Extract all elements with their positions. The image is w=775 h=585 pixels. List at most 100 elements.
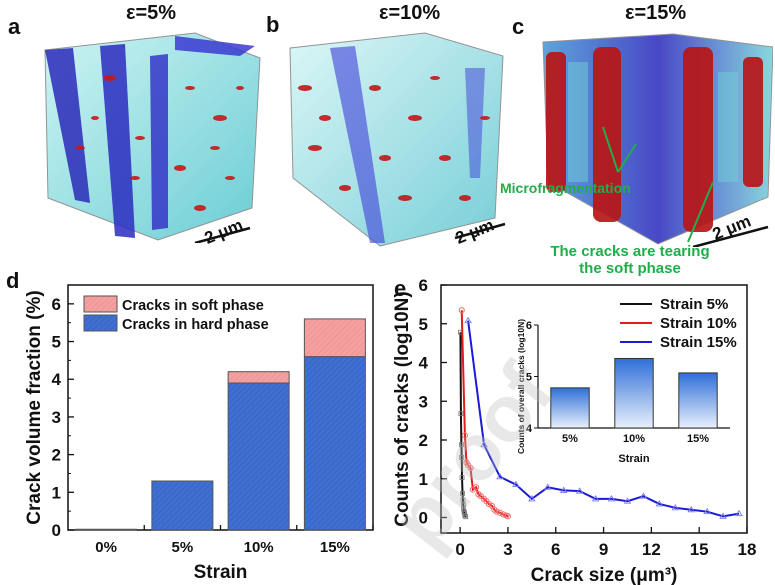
y-tick-label: 5 bbox=[419, 315, 428, 334]
data-point bbox=[461, 506, 467, 512]
panel-c-3d-render bbox=[542, 33, 773, 247]
data-point bbox=[591, 495, 600, 502]
y-tick-label: 0 bbox=[52, 521, 61, 540]
data-point bbox=[543, 483, 552, 490]
annotation-line-2: the soft phase bbox=[579, 260, 681, 277]
y-tick-label: 1 bbox=[419, 470, 428, 489]
series-line-strain-15- bbox=[467, 320, 740, 518]
data-point bbox=[458, 411, 464, 417]
data-point bbox=[459, 442, 464, 448]
inset-bar bbox=[678, 372, 718, 429]
data-point bbox=[671, 503, 680, 511]
data-point bbox=[496, 472, 504, 480]
data-point bbox=[460, 491, 465, 496]
data-point bbox=[575, 487, 584, 494]
y-tick-label: 5 bbox=[52, 333, 61, 352]
data-point bbox=[639, 492, 648, 499]
y-tick-label: 4 bbox=[52, 370, 62, 389]
legend-swatch bbox=[83, 295, 118, 313]
data-point bbox=[504, 513, 512, 520]
x-tick-label: 5% bbox=[172, 539, 194, 556]
data-point bbox=[459, 455, 465, 460]
inset-bar bbox=[614, 357, 654, 429]
panel-a-3d-render bbox=[44, 32, 261, 243]
y-axis-label: Counts of cracks (log10N) bbox=[392, 291, 413, 526]
y-tick-label: 1 bbox=[52, 483, 61, 502]
data-point bbox=[472, 484, 480, 491]
y-tick-label: 4 bbox=[419, 354, 429, 373]
legend-label: Strain 10% bbox=[660, 315, 737, 332]
x-tick-label: 0% bbox=[95, 539, 117, 556]
data-point bbox=[467, 464, 474, 471]
data-point bbox=[655, 500, 664, 507]
x-axis-label: Crack size (μm³) bbox=[531, 565, 678, 585]
legend-label: Cracks in hard phase bbox=[122, 317, 269, 333]
annotation-line-1: The cracks are tearing bbox=[550, 243, 710, 260]
panel-a-title: ε=5% bbox=[126, 2, 177, 24]
data-point bbox=[687, 505, 696, 513]
data-point bbox=[459, 475, 465, 480]
data-point bbox=[480, 440, 488, 448]
data-point bbox=[512, 480, 520, 488]
legend-swatch bbox=[83, 314, 118, 332]
plot-frame bbox=[440, 284, 748, 534]
legend-label: Strain 15% bbox=[660, 334, 737, 351]
bar-hard bbox=[75, 528, 138, 531]
bar-hard bbox=[303, 356, 366, 531]
data-point bbox=[735, 509, 743, 517]
data-point bbox=[703, 507, 711, 515]
data-point bbox=[559, 486, 568, 493]
inset-y-axis-label: Counts of overall cracks (log10N) bbox=[516, 319, 526, 454]
chart-crack-volume-fraction: 0 1 2 3 4 5 6 0% 5% 10% 15% Strain Crack volume frac… bbox=[24, 284, 374, 583]
data-point bbox=[463, 514, 469, 520]
y-tick-label: 3 bbox=[52, 408, 61, 427]
bar-hard bbox=[151, 480, 214, 531]
data-point bbox=[528, 495, 536, 502]
data-point bbox=[493, 508, 500, 515]
y-tick-label: 2 bbox=[419, 431, 428, 450]
inset-x-axis-label: Strain bbox=[618, 453, 649, 465]
annotation-cracks-tearing: The cracks are tearing the soft phase bbox=[530, 243, 730, 277]
data-point bbox=[462, 513, 468, 518]
panel-label-c: c bbox=[512, 14, 525, 39]
x-tick-label: 6 bbox=[551, 540, 560, 559]
data-point bbox=[464, 316, 472, 324]
x-tick-label: 12 bbox=[642, 540, 661, 559]
x-tick-label: 18 bbox=[738, 540, 757, 559]
panel-label-a: a bbox=[8, 14, 21, 39]
data-point bbox=[607, 495, 616, 502]
x-tick-label: 15 bbox=[690, 540, 709, 559]
x-tick-label: 3 bbox=[503, 540, 512, 559]
data-point bbox=[623, 497, 632, 504]
x-axis-label: Strain bbox=[194, 562, 248, 583]
data-point bbox=[485, 500, 492, 508]
data-point bbox=[719, 512, 727, 519]
x-tick-label: 9 bbox=[599, 540, 608, 559]
inset-y-tick-label: 6 bbox=[526, 320, 532, 332]
inset-y-tick-label: 4 bbox=[526, 423, 533, 435]
data-point bbox=[460, 497, 466, 503]
inset-x-tick-label: 10% bbox=[623, 433, 645, 445]
x-tick-label: 0 bbox=[455, 540, 464, 559]
y-axis-label: Crack volume fraction (%) bbox=[24, 290, 45, 524]
y-tick-label: 0 bbox=[419, 509, 428, 528]
inset-x-tick-label: 5% bbox=[562, 433, 578, 445]
panel-c-title: ε=15% bbox=[625, 2, 687, 24]
y-tick-label: 2 bbox=[52, 446, 61, 465]
x-tick-label: 15% bbox=[320, 539, 350, 556]
data-point bbox=[458, 307, 465, 314]
data-point bbox=[461, 432, 469, 439]
bar-soft bbox=[227, 371, 290, 384]
legend-label: Strain 5% bbox=[660, 296, 728, 313]
data-point bbox=[496, 509, 504, 516]
panel-b-title: ε=10% bbox=[379, 2, 441, 24]
panel-label-e: e bbox=[394, 276, 407, 301]
annotation-microfragmentation: Microfragmentation bbox=[500, 180, 631, 196]
y-tick-label: 6 bbox=[52, 295, 61, 314]
series-line-strain-10- bbox=[460, 310, 509, 518]
bar-soft bbox=[303, 318, 366, 358]
panel-label-d: d bbox=[6, 268, 20, 293]
bar-hard bbox=[227, 382, 290, 531]
inset-x-tick-label: 15% bbox=[687, 433, 709, 445]
